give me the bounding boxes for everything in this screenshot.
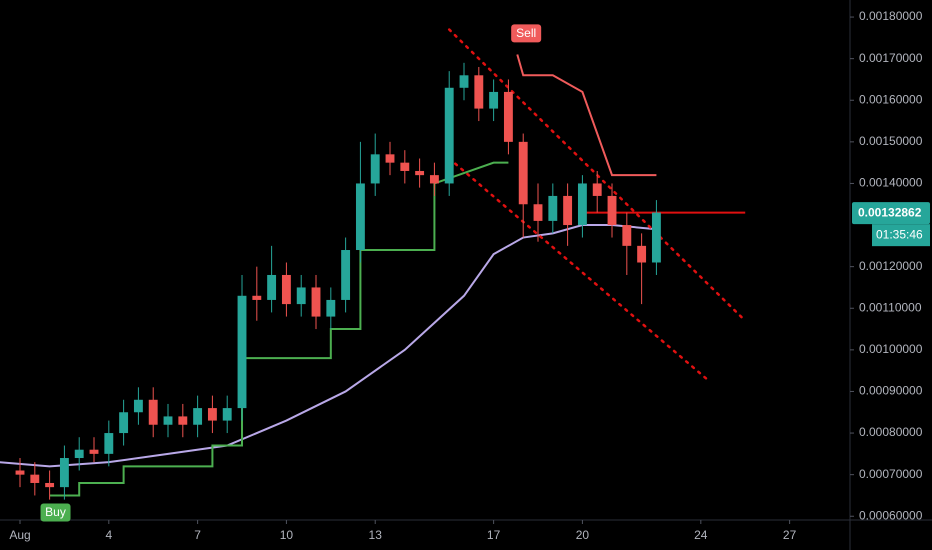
candle-body <box>133 399 143 413</box>
candle-body <box>104 433 114 454</box>
x-tick-label: 24 <box>694 528 708 542</box>
candle-body <box>222 408 232 421</box>
candle-body <box>474 75 484 109</box>
candle-body <box>178 416 188 425</box>
candle-body <box>548 195 558 221</box>
candle-body <box>563 195 573 226</box>
candle-body <box>577 183 587 226</box>
y-tick-label: 0.00080000 <box>859 425 923 439</box>
candle-body <box>341 250 351 300</box>
last-price-tag <box>852 202 930 225</box>
candle-body <box>444 87 454 184</box>
candle-body <box>489 91 499 109</box>
x-tick-label: 20 <box>576 528 590 542</box>
candle-body <box>415 170 425 176</box>
candle-body <box>651 212 661 263</box>
candle-body <box>148 399 158 425</box>
candle-body <box>252 295 262 300</box>
signal-label: Sell <box>516 26 536 40</box>
x-tick-label: 7 <box>194 528 201 542</box>
x-tick-label: 10 <box>280 528 294 542</box>
candle-body <box>311 287 321 317</box>
x-tick-label: Aug <box>9 528 30 542</box>
candle-body <box>163 416 173 425</box>
signal-label-box <box>511 24 542 43</box>
y-tick-label: 0.00170000 <box>859 51 923 65</box>
candle-body <box>237 295 247 409</box>
candle-body <box>326 299 336 317</box>
candle-body <box>622 225 632 246</box>
y-tick-label: 0.00090000 <box>859 384 923 398</box>
candle-body <box>281 274 291 305</box>
candle-body <box>355 183 365 251</box>
candle-body <box>533 204 543 221</box>
candle-body <box>59 458 69 488</box>
y-tick-label: 0.00180000 <box>859 9 923 23</box>
candle-body <box>207 408 217 421</box>
indicator-line <box>516 54 657 177</box>
candle-body <box>296 287 306 305</box>
candle-body <box>15 470 25 475</box>
candle-body <box>89 449 99 454</box>
last-price-label: 0.00132862 <box>858 205 922 219</box>
signal-label-box <box>40 503 71 522</box>
y-tick-label: 0.00110000 <box>859 300 922 314</box>
candle-body <box>370 154 380 184</box>
candle-body <box>119 412 129 434</box>
x-tick-label: 4 <box>105 528 112 542</box>
candle-body <box>459 75 469 88</box>
candle-body <box>267 274 277 300</box>
indicator-line <box>447 157 708 381</box>
candle-body <box>45 482 55 488</box>
x-tick-label: 17 <box>487 528 501 542</box>
candle-body <box>30 474 40 483</box>
countdown-label: 01:35:46 <box>876 227 923 241</box>
candle-body <box>607 195 617 226</box>
countdown-tag <box>872 224 930 247</box>
y-tick-label: 0.00160000 <box>859 92 923 106</box>
y-tick-label: 0.00120000 <box>859 259 923 273</box>
candle-body <box>400 162 410 171</box>
candle-body <box>193 408 203 425</box>
candle-body <box>429 175 439 184</box>
candle-body <box>74 449 84 459</box>
candle-body <box>592 183 602 196</box>
y-tick-label: 0.00060000 <box>859 508 923 522</box>
signal-label: Buy <box>45 505 66 519</box>
y-tick-label: 0.00150000 <box>859 134 923 148</box>
candle-body <box>518 141 528 205</box>
y-tick-label: 0.00070000 <box>859 467 923 481</box>
y-tick-label: 0.00100000 <box>859 342 923 356</box>
y-tick-label: 0.00140000 <box>859 176 923 190</box>
indicator-line <box>0 224 657 468</box>
candle-body <box>503 91 513 142</box>
x-tick-label: 13 <box>369 528 383 542</box>
x-tick-label: 27 <box>783 528 797 542</box>
candle-body <box>637 245 647 263</box>
candle-body <box>385 154 395 163</box>
